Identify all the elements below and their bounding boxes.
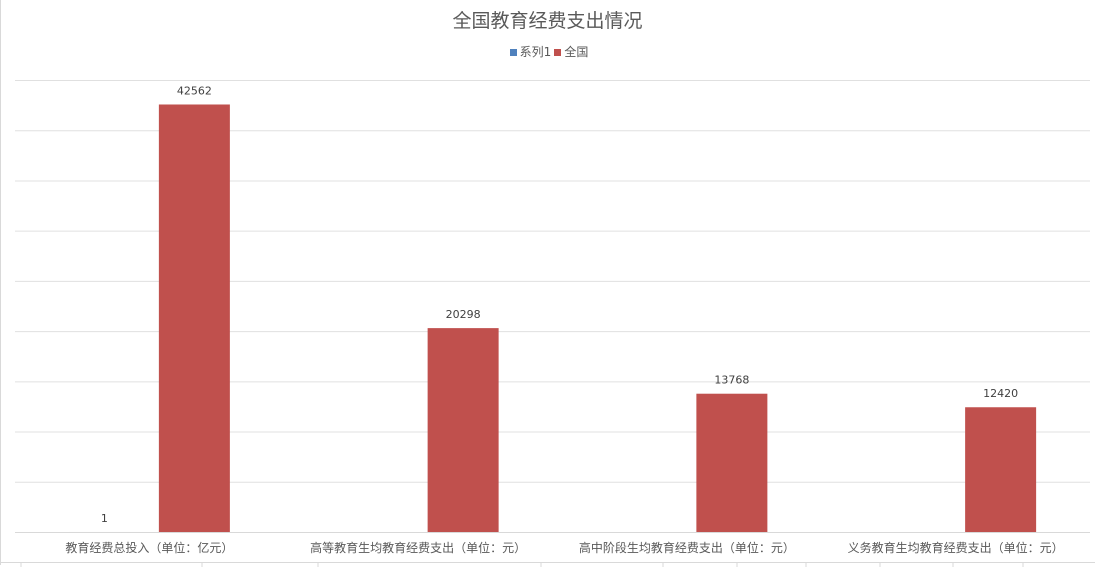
chart-title: 全国教育经费支出情况 <box>452 10 643 32</box>
data-label: 13768 <box>714 374 749 387</box>
bar <box>427 328 499 532</box>
legend: 系列1 全国 <box>0 43 1095 60</box>
data-label: 1 <box>101 512 108 525</box>
x-tick-label: 高中阶段生均教育经费支出（单位：元） <box>579 540 795 555</box>
bar <box>158 104 230 533</box>
x-tick-label: 高等教育生均教育经费支出（单位：元） <box>310 540 526 555</box>
x-tick-label: 教育经费总投入（单位：亿元） <box>65 540 233 555</box>
data-label: 12420 <box>983 387 1018 400</box>
legend-swatch-series1 <box>509 49 517 56</box>
bar <box>965 407 1037 532</box>
data-label: 20298 <box>446 308 481 321</box>
x-tick-label: 义务教育生均教育经费支出（单位：元） <box>848 540 1064 555</box>
bar <box>696 393 768 532</box>
legend-label-series1: 系列1 <box>519 45 552 59</box>
data-label: 42562 <box>177 84 212 97</box>
legend-label-series2: 全国 <box>564 45 589 59</box>
legend-swatch-series2 <box>554 49 562 56</box>
